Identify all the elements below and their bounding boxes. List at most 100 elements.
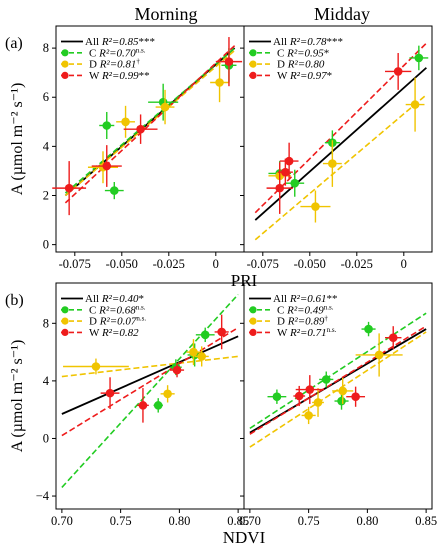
y-tick-label: 4 xyxy=(43,374,50,388)
x-tick-label: 0.85 xyxy=(227,514,249,528)
point-marker xyxy=(197,352,206,361)
legend-entry-d: D R²=0.80 xyxy=(249,59,325,71)
legend-entry-all: All R²=0.40* xyxy=(61,293,144,305)
x-tick-label: -0.075 xyxy=(247,257,279,271)
y-tick-label: 8 xyxy=(43,41,49,55)
x-tick-label: 0.75 xyxy=(298,514,320,528)
panel-1: -0.075 -0.050 -0.025 0 0 2 4 6 8 All R²=0.85***C … xyxy=(5,25,258,290)
fit-line-d xyxy=(249,331,427,448)
y-tick-label: −4 xyxy=(36,489,50,503)
point-marker xyxy=(136,124,145,134)
y-axis-label: A (µmol m⁻² s⁻¹) xyxy=(9,340,26,453)
x-axis-label: PRI xyxy=(231,271,258,290)
legend-entry-all: All R²=0.78*** xyxy=(249,36,343,48)
point-marker xyxy=(224,57,234,66)
point-marker xyxy=(304,411,313,420)
point-marker xyxy=(102,161,112,171)
legend-label: D R²=0.80 xyxy=(277,59,325,71)
legend-label: C R²=0.95* xyxy=(277,47,329,59)
point-marker xyxy=(163,389,172,399)
point-marker xyxy=(102,121,112,130)
legend-marker xyxy=(61,49,69,57)
point-marker xyxy=(109,186,119,195)
point-marker xyxy=(338,386,348,396)
legend-entry-w: W R²=0.99** xyxy=(61,70,150,82)
legend-marker xyxy=(61,60,69,68)
y-tick-label: 4 xyxy=(43,139,50,153)
legend-label: D R²=0.89† xyxy=(277,315,328,328)
legend-entry-all: All R²=0.85*** xyxy=(61,36,155,48)
x-tick-label: 0 xyxy=(213,257,219,271)
point-marker xyxy=(290,178,300,188)
legend-entry-c: C R²=0.68n.s. xyxy=(61,303,146,316)
point-marker xyxy=(374,350,384,360)
panel-4: 0.70 0.75 0.80 0.85 All R²=0.61**C R²=0.49n.… xyxy=(239,282,437,528)
data-point-w xyxy=(277,158,293,186)
point-marker xyxy=(313,398,323,407)
x-tick-label: -0.050 xyxy=(106,257,138,271)
data-point-c xyxy=(409,45,429,71)
legend-marker xyxy=(61,317,69,325)
fit-line-w xyxy=(61,326,239,437)
x-axis-label: NDVI xyxy=(223,528,266,547)
data-point-w xyxy=(295,375,324,404)
legend-marker xyxy=(249,71,257,79)
panel-frame xyxy=(243,282,433,510)
data-point-d xyxy=(194,346,209,367)
data-point-d xyxy=(332,378,354,404)
regression-lines xyxy=(249,312,427,448)
point-marker xyxy=(64,183,74,193)
fit-line-all xyxy=(61,335,239,415)
column-title-morning: Morning xyxy=(135,4,198,24)
data-point-w xyxy=(100,377,120,409)
data-point-d xyxy=(160,385,175,403)
fit-line-w xyxy=(249,325,427,435)
fit-line-all xyxy=(254,67,427,221)
data-point-c xyxy=(319,371,334,388)
data-point-c xyxy=(99,111,115,139)
x-tick-label: 0.70 xyxy=(239,514,261,528)
data-point-d xyxy=(312,388,324,417)
point-marker xyxy=(272,392,282,402)
legend-entry-d: D R²=0.81† xyxy=(61,58,140,71)
legend-label: D R²=0.07n.s. xyxy=(89,315,146,328)
x-tick-label: -0.025 xyxy=(341,257,373,271)
data-point-w xyxy=(123,114,158,144)
data-point-d xyxy=(405,77,425,132)
point-marker xyxy=(321,375,331,384)
data-point-d xyxy=(155,89,175,125)
panel-label: (b) xyxy=(5,292,24,309)
legend-entry-c: C R²=0.49n.s. xyxy=(249,303,334,316)
legend-marker xyxy=(61,328,69,336)
y-tick-label: 6 xyxy=(43,90,49,104)
legend-label: W R²=0.71n.s. xyxy=(277,326,337,339)
panel-frame xyxy=(55,282,245,510)
y-tick-label: 0 xyxy=(43,431,49,445)
point-marker xyxy=(91,362,101,371)
point-marker xyxy=(337,396,346,406)
legend-label: All R²=0.85*** xyxy=(85,36,155,48)
point-marker xyxy=(215,78,224,87)
point-marker xyxy=(200,330,210,340)
legend-label: D R²=0.81† xyxy=(89,58,140,71)
legend-label: C R²=0.49n.s. xyxy=(277,303,334,316)
legend-label: C R²=0.68n.s. xyxy=(89,303,146,316)
legend-label: W R²=0.82 xyxy=(89,327,139,339)
point-marker xyxy=(281,167,290,177)
point-marker xyxy=(138,401,148,410)
y-tick-label: 2 xyxy=(43,189,49,203)
data-point-d xyxy=(63,358,129,375)
legend-entry-c: C R²=0.95* xyxy=(249,47,329,59)
data-point-w xyxy=(137,388,149,423)
x-tick-label: -0.050 xyxy=(294,257,326,271)
panel-label: (a) xyxy=(5,35,23,52)
x-tick-label: 0.70 xyxy=(51,514,73,528)
point-marker xyxy=(160,102,170,112)
panel-3: 0.70 0.75 0.80 0.85 −4 0 4 8 All R²=0.40*C R²=0.… xyxy=(5,282,266,547)
y-axis-label: A (µmol m⁻² s⁻¹) xyxy=(9,83,26,196)
point-marker xyxy=(217,327,226,337)
legend-entry-d: D R²=0.07n.s. xyxy=(61,315,146,328)
legend-marker xyxy=(61,71,69,79)
point-marker xyxy=(153,401,163,410)
data-point-c xyxy=(285,169,305,197)
